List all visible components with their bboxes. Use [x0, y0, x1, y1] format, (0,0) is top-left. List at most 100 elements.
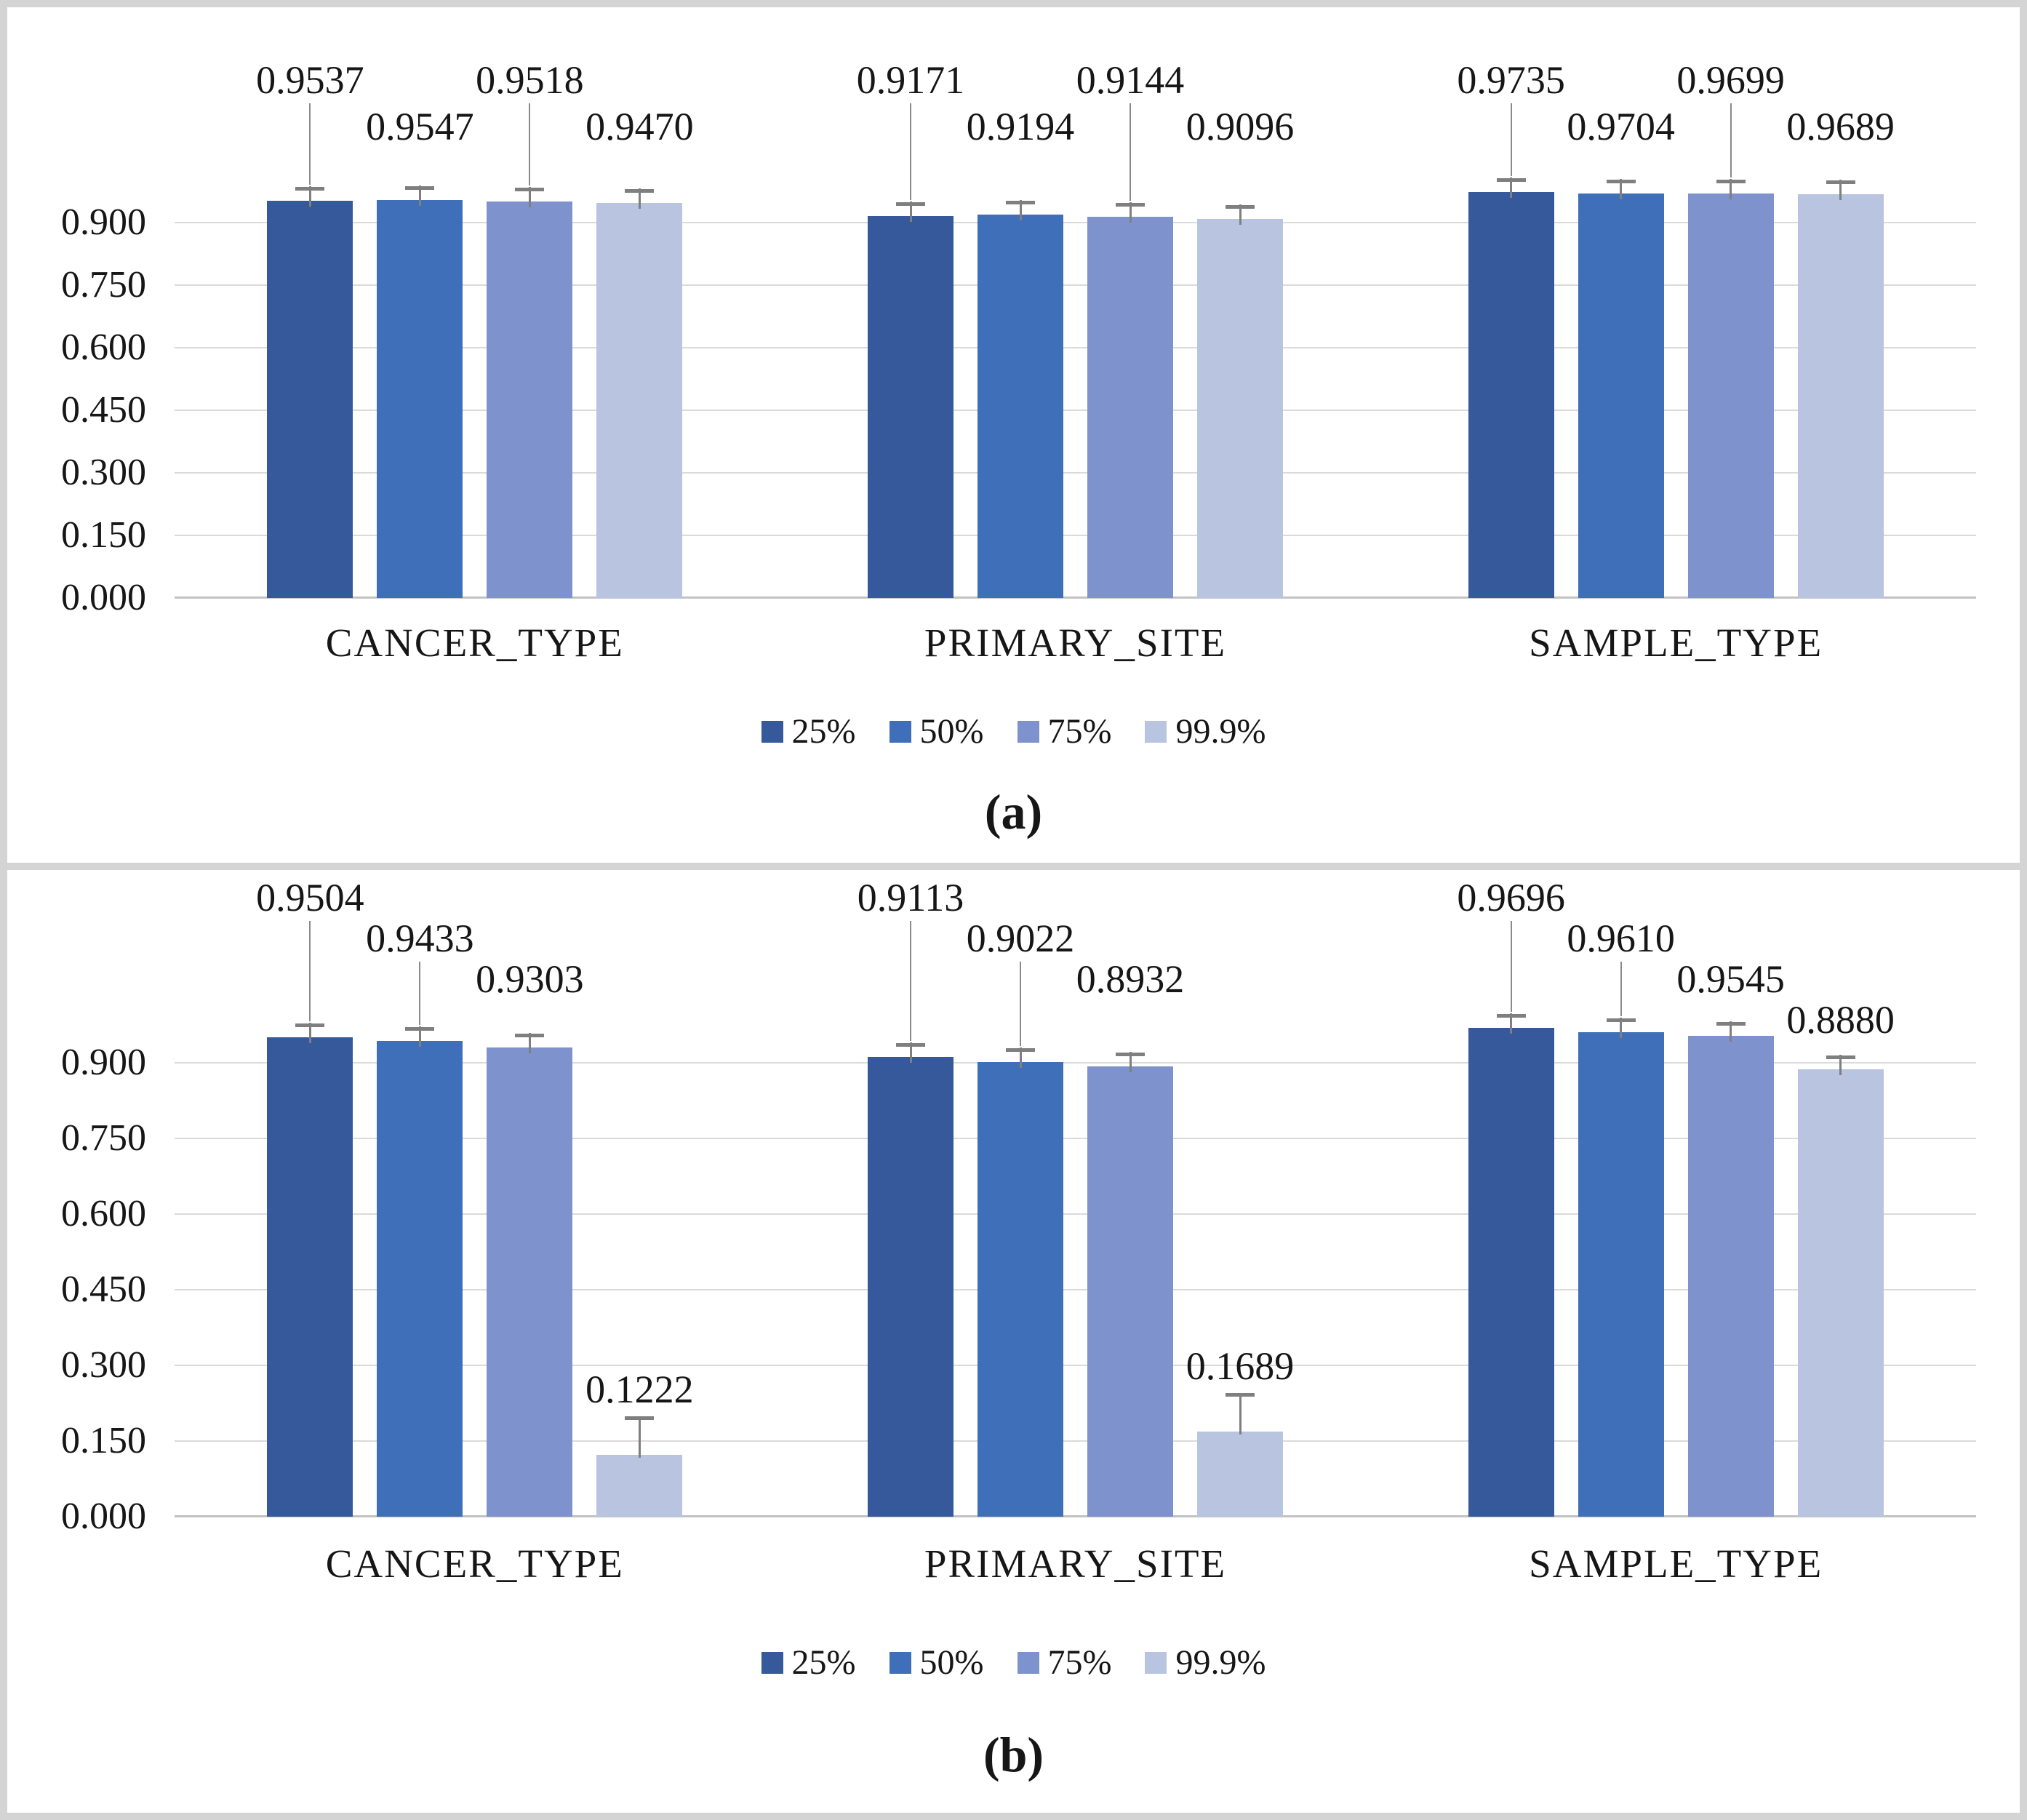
bar-25%: 0.9113	[857, 877, 964, 1517]
value-label: 0.8880	[1786, 998, 1895, 1042]
error-bar-whisker	[1019, 200, 1022, 220]
label-leader-line	[910, 921, 911, 1041]
y-tick-label: 0.300	[61, 1344, 146, 1386]
bar-75%: 0.9545	[1676, 959, 1785, 1517]
legend-label: 75%	[1047, 1643, 1112, 1682]
x-axis-line	[175, 596, 1976, 599]
legend-swatch	[1017, 1651, 1039, 1674]
error-bar-whisker	[528, 1033, 531, 1053]
category-label: SAMPLE_TYPE	[1529, 1541, 1823, 1586]
bar-25%: 0.9537	[256, 60, 364, 598]
error-bar-cap	[295, 1023, 325, 1027]
plot-area: 0.9504 0.9433 0.9303 0.1222 0.9113 0.9022 0.89…	[175, 877, 1976, 1517]
chart-panel-a: 0.000 0.150 0.300 0.450 0.600 0.750 0.900 0.95…	[7, 7, 2020, 863]
grid-line	[175, 1062, 1976, 1064]
error-bar-whisker	[1510, 1013, 1513, 1034]
category-label: PRIMARY_SITE	[924, 1541, 1227, 1586]
error-bar-whisker	[418, 185, 421, 206]
legend-item-50%: 50%	[889, 711, 984, 751]
bar-group-cancer_type: 0.9537 0.9547 0.9518 0.9470	[175, 60, 775, 598]
error-bar-cap	[896, 1043, 925, 1047]
bar-99.9%: 0.8880	[1786, 999, 1895, 1517]
category-label: PRIMARY_SITE	[924, 620, 1227, 665]
error-bar-cap	[1226, 1393, 1255, 1397]
error-bar-whisker	[638, 1417, 641, 1458]
legend-label: 50%	[919, 712, 984, 751]
y-axis: 0.000 0.150 0.300 0.450 0.600 0.750 0.900	[7, 870, 156, 1813]
error-bar-whisker	[1839, 180, 1842, 200]
value-label: 0.9022	[966, 917, 1075, 960]
legend-item-99.9%: 99.9%	[1145, 711, 1266, 751]
value-label: 0.9096	[1186, 105, 1295, 148]
legend-label: 99.9%	[1175, 712, 1266, 751]
grid-line	[175, 472, 1976, 474]
error-bar-cap	[1826, 180, 1855, 184]
y-tick-label: 0.750	[61, 1117, 146, 1160]
bar-25%: 0.9696	[1457, 877, 1565, 1517]
bar-99.9%: 0.9096	[1186, 106, 1294, 598]
error-bar-whisker	[1019, 1047, 1022, 1068]
legend-label: 75%	[1047, 712, 1112, 751]
bar-group-primary_site: 0.9171 0.9194 0.9144 0.9096	[775, 60, 1376, 598]
grid-line	[175, 284, 1976, 287]
value-label: 0.9699	[1676, 58, 1785, 102]
value-label: 0.9610	[1567, 917, 1675, 960]
label-leader-line	[1020, 962, 1021, 1046]
category-label: CANCER_TYPE	[325, 620, 624, 665]
error-bar-cap	[405, 1027, 435, 1031]
bar-group-sample_type: 0.9696 0.9610 0.9545 0.8880	[1375, 877, 1976, 1517]
error-bar-whisker	[1730, 1021, 1732, 1042]
value-label: 0.1222	[585, 1368, 694, 1411]
error-bar-cap	[1006, 1048, 1035, 1052]
label-leader-line	[309, 103, 311, 185]
y-tick-label: 0.000	[61, 577, 146, 618]
y-tick-label: 0.900	[61, 201, 146, 244]
value-label: 0.9545	[1676, 957, 1785, 1001]
grid-line	[175, 347, 1976, 349]
bar-50%: 0.9194	[967, 106, 1074, 598]
value-label: 0.8932	[1076, 957, 1185, 1001]
label-leader-line	[1730, 103, 1732, 177]
bar-groups: 0.9537 0.9547 0.9518 0.9470 0.9171 0.9194 0.91…	[175, 60, 1976, 598]
category-axis: CANCER_TYPE PRIMARY_SITE SAMPLE_TYPE	[175, 1541, 1976, 1586]
grid-line	[175, 1289, 1976, 1291]
legend: 25% 50% 75% 99.9%	[7, 711, 2020, 751]
bar-50%: 0.9704	[1567, 106, 1675, 598]
error-bar-cap	[1006, 201, 1035, 204]
value-label: 0.9735	[1457, 58, 1565, 102]
value-label: 0.9113	[857, 876, 964, 919]
grid-line	[175, 1213, 1976, 1216]
legend-swatch	[761, 720, 783, 743]
legend-label: 99.9%	[1175, 1643, 1266, 1682]
error-bar-whisker	[1620, 179, 1623, 199]
error-bar-cap	[515, 188, 545, 191]
error-bar-cap	[295, 187, 325, 191]
error-bar-whisker	[1239, 1394, 1242, 1434]
error-bar-whisker	[308, 1023, 311, 1043]
error-bar-cap	[515, 1034, 545, 1037]
legend-item-25%: 25%	[761, 1643, 856, 1683]
bar-99.9%: 0.1689	[1186, 1346, 1294, 1517]
legend-item-25%: 25%	[761, 711, 856, 751]
error-bar-whisker	[1730, 179, 1732, 199]
grid-line	[175, 535, 1976, 537]
value-label: 0.9144	[1076, 58, 1185, 102]
y-tick-label: 0.150	[61, 1420, 146, 1462]
bar-50%: 0.9547	[366, 106, 474, 598]
legend-swatch	[1145, 720, 1167, 743]
legend-label: 25%	[791, 712, 856, 751]
label-leader-line	[1130, 103, 1131, 201]
y-tick-label: 0.600	[61, 327, 146, 369]
label-leader-line	[910, 103, 911, 200]
grid-line	[175, 1138, 1976, 1140]
bar-75%: 0.9699	[1676, 60, 1785, 598]
value-label: 0.9470	[585, 105, 694, 148]
label-leader-line	[419, 962, 421, 1025]
y-tick-label: 0.750	[61, 264, 146, 306]
legend-item-50%: 50%	[889, 1643, 984, 1683]
error-bar-whisker	[638, 188, 641, 209]
bar-99.9%: 0.9689	[1786, 106, 1895, 598]
error-bar-cap	[1606, 1018, 1636, 1022]
bar-25%: 0.9504	[256, 877, 364, 1517]
error-bar-cap	[896, 202, 925, 206]
